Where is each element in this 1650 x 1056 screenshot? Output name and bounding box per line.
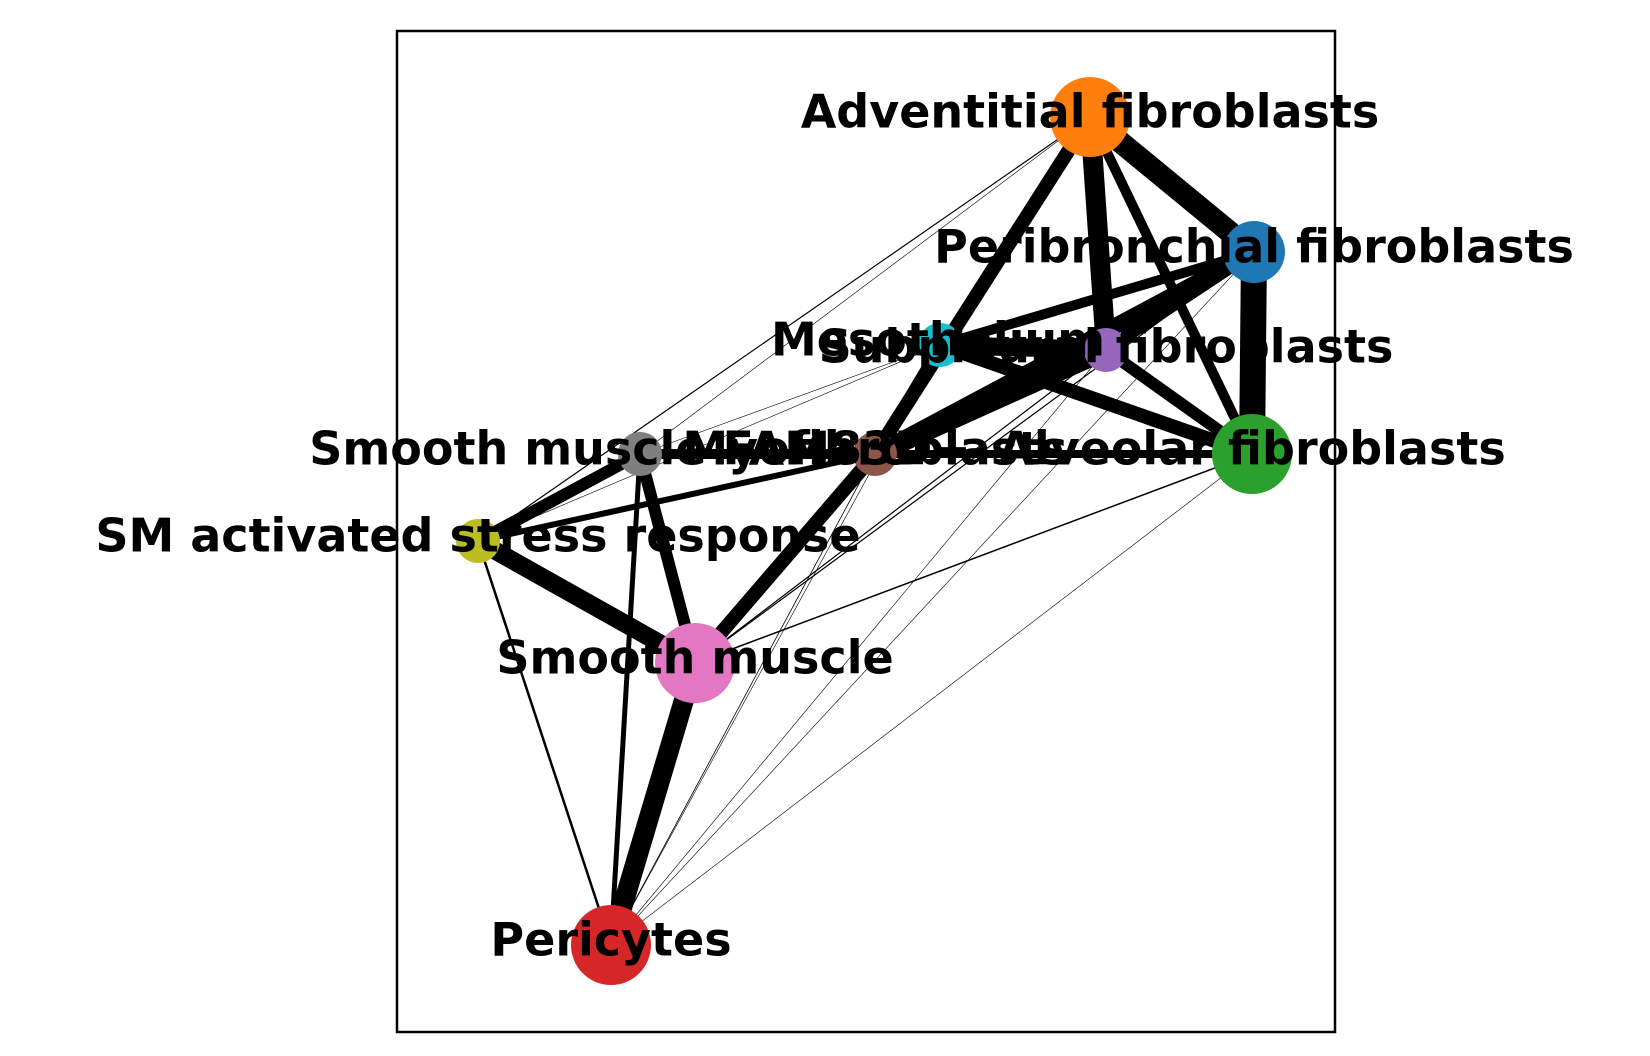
edge-peribronchial-mesothelium: [938, 247, 1256, 350]
edge-mesothelium-sm_fgf: [639, 344, 941, 455]
labels-layer: Adventitial fibroblasts Peribronchial fib…: [95, 85, 1574, 967]
edge-mesothelium-sm_stress: [477, 344, 941, 542]
node-label-sm_stress: SM activated stress response: [95, 509, 860, 563]
plot-frame: [395, 29, 1337, 1034]
node-label-sm_fgf: Smooth muscle FAM83D+: [309, 422, 971, 476]
edge-pericytes-peribronchial: [610, 251, 1255, 946]
node-sm_stress[interactable]: [456, 519, 500, 563]
node-label-peribronchial: Peribronchial fibroblasts: [934, 220, 1574, 274]
nodes-layer: [456, 77, 1292, 985]
node-label-myofibroblasts: Myofibroblasts: [682, 422, 1067, 476]
node-label-smooth_muscle: Smooth muscle: [496, 631, 893, 685]
edge-adventitial-sm_fgf: [639, 116, 1091, 455]
node-label-subpleural: Subpleural fibroblasts: [819, 320, 1394, 374]
edge-sm_fgf-sm_stress: [475, 448, 643, 547]
edges-layer: [473, 108, 1267, 948]
edge-mesothelium-subpleural: [939, 336, 1107, 359]
node-myofibroblasts[interactable]: [853, 432, 897, 476]
edge-sm_stress-pericytes: [476, 540, 613, 946]
node-sm_fgf[interactable]: [618, 432, 662, 476]
edge-myofibroblasts-pericytes: [610, 453, 876, 946]
edge-adventitial-alveolar: [1085, 114, 1257, 457]
edge-mesothelium-alveolar: [937, 338, 1255, 461]
node-label-pericytes: Pericytes: [490, 913, 731, 967]
edge-myofibroblasts-sm_stress: [477, 451, 876, 544]
node-smooth_muscle[interactable]: [655, 623, 735, 703]
node-pericytes[interactable]: [571, 905, 651, 985]
edge-sm_stress-smooth_muscle: [473, 533, 700, 671]
edge-smooth_muscle-peribronchial: [694, 251, 1255, 664]
edge-subpleural-myofibroblasts: [870, 340, 1111, 464]
node-label-alveolar: Alveolar fibroblasts: [998, 422, 1505, 476]
node-subpleural[interactable]: [1084, 328, 1128, 372]
edge-smooth_muscle-pericytes: [601, 660, 705, 948]
edge-alveolar-smooth_muscle: [694, 453, 1253, 664]
node-alveolar[interactable]: [1212, 414, 1292, 494]
edge-alveolar-pericytes: [610, 453, 1253, 946]
node-label-adventitial: Adventitial fibroblasts: [801, 85, 1380, 139]
node-adventitial[interactable]: [1050, 77, 1130, 157]
node-peribronchial[interactable]: [1223, 221, 1285, 283]
edge-subpleural-pericytes: [610, 349, 1107, 946]
edge-myofibroblasts-smooth_muscle: [689, 449, 881, 668]
edge-adventitial-sm_stress: [477, 116, 1091, 542]
node-label-mesothelium: Mesothelium: [771, 313, 1105, 367]
edge-sm_fgf-pericytes: [608, 453, 643, 946]
node-mesothelium[interactable]: [918, 323, 962, 367]
edge-subpleural-smooth_muscle: [694, 349, 1107, 664]
